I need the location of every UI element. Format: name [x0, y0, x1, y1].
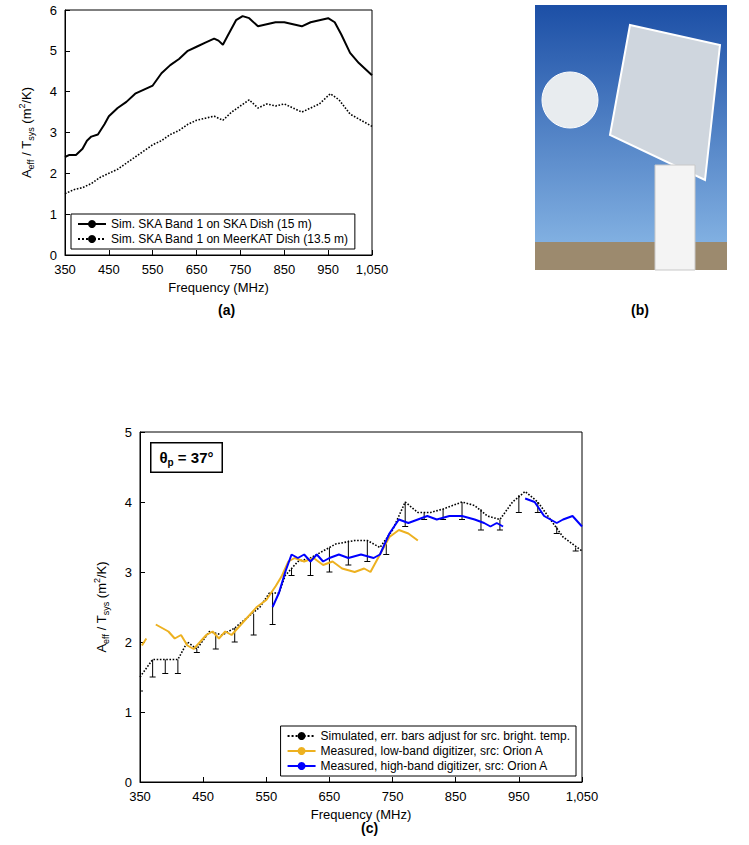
svg-text:450: 450: [98, 262, 120, 277]
svg-text:850: 850: [273, 262, 295, 277]
svg-text:eff: eff: [101, 634, 111, 644]
svg-text:(c): (c): [361, 820, 378, 836]
svg-text:5: 5: [125, 425, 132, 440]
svg-text:(m: (m: [94, 583, 109, 602]
svg-text:Simulated, err. bars adjust fo: Simulated, err. bars adjust for src. bri…: [321, 729, 570, 743]
svg-text:850: 850: [445, 789, 467, 804]
svg-text:sys: sys: [26, 127, 36, 141]
svg-text:A: A: [94, 644, 109, 653]
svg-text:650: 650: [186, 262, 208, 277]
svg-text:p: p: [167, 457, 174, 468]
svg-text:1,050: 1,050: [566, 789, 599, 804]
svg-text:/K): /K): [94, 561, 109, 578]
svg-text:1: 1: [125, 705, 132, 720]
svg-text:/K): /K): [19, 87, 34, 104]
svg-text:3: 3: [50, 125, 57, 140]
svg-text:550: 550: [255, 789, 277, 804]
svg-text:Frequency (MHz): Frequency (MHz): [311, 807, 411, 822]
svg-text:350: 350: [129, 789, 151, 804]
svg-text:Sim. SKA Band 1 on MeerKAT Dis: Sim. SKA Band 1 on MeerKAT Dish (13.5 m): [111, 232, 348, 246]
svg-text:Sim. SKA Band 1 on SKA Dish (1: Sim. SKA Band 1 on SKA Dish (15 m): [111, 217, 312, 231]
svg-text:5: 5: [50, 43, 57, 58]
svg-text:550: 550: [142, 262, 164, 277]
svg-text:/ T: / T: [19, 141, 34, 160]
svg-text:1: 1: [50, 207, 57, 222]
svg-text:650: 650: [319, 789, 341, 804]
svg-text:Frequency (MHz): Frequency (MHz): [168, 280, 268, 295]
svg-text:0: 0: [50, 248, 57, 263]
svg-text:1,050: 1,050: [356, 262, 389, 277]
svg-text:750: 750: [382, 789, 404, 804]
svg-text:4: 4: [125, 495, 132, 510]
svg-text:2: 2: [16, 103, 27, 109]
svg-text:(m: (m: [19, 109, 34, 128]
svg-text:A: A: [19, 169, 34, 178]
svg-text:950: 950: [317, 262, 339, 277]
svg-text:2: 2: [91, 578, 102, 583]
svg-text:= 37°: = 37°: [174, 449, 214, 466]
svg-text:(b): (b): [631, 302, 649, 318]
svg-text:eff: eff: [26, 159, 36, 169]
svg-text:3: 3: [125, 565, 132, 580]
svg-text:950: 950: [508, 789, 530, 804]
svg-text:θ: θ: [160, 449, 168, 466]
svg-text:4: 4: [50, 84, 57, 99]
svg-text:750: 750: [230, 262, 252, 277]
svg-text:6: 6: [50, 3, 57, 18]
svg-text:/ T: / T: [94, 615, 109, 634]
svg-text:(a): (a): [218, 302, 235, 318]
svg-text:0: 0: [125, 775, 132, 790]
svg-text:Measured, low-band digitizer,: Measured, low-band digitizer, src: Orion…: [321, 744, 543, 758]
svg-text:2: 2: [125, 635, 132, 650]
svg-text:350: 350: [54, 262, 76, 277]
svg-text:450: 450: [192, 789, 214, 804]
svg-text:Measured, high-band digitizer,: Measured, high-band digitizer, src: Orio…: [321, 759, 548, 773]
svg-text:2: 2: [50, 166, 57, 181]
svg-text:sys: sys: [101, 601, 111, 615]
